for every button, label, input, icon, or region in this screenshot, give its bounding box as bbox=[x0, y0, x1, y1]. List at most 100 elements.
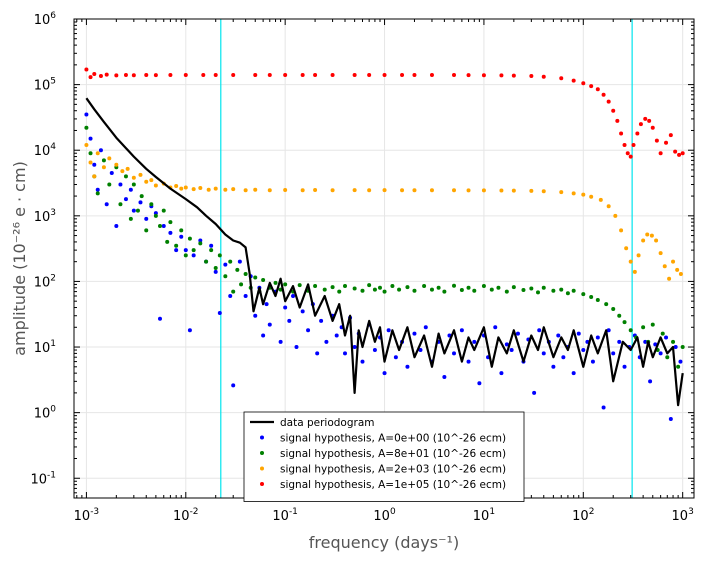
data-point bbox=[367, 73, 372, 78]
data-point bbox=[673, 149, 678, 154]
data-point bbox=[144, 73, 149, 78]
data-point bbox=[213, 269, 218, 274]
x-tick-label: 103 bbox=[672, 507, 694, 524]
data-point bbox=[617, 313, 622, 318]
data-point bbox=[595, 335, 600, 340]
data-point bbox=[429, 287, 434, 292]
data-point bbox=[168, 230, 173, 235]
data-point bbox=[664, 335, 669, 340]
data-point bbox=[174, 248, 179, 253]
legend-point-swatch bbox=[260, 482, 264, 486]
data-point bbox=[243, 293, 248, 298]
data-point bbox=[98, 74, 103, 79]
legend-entry-label: signal hypothesis, A=1e+05 (10^-26 ecm) bbox=[280, 479, 506, 491]
data-point bbox=[204, 259, 209, 264]
data-point bbox=[581, 192, 586, 197]
data-point bbox=[604, 302, 609, 307]
data-point bbox=[515, 331, 520, 336]
data-point bbox=[619, 228, 624, 233]
data-point bbox=[571, 191, 576, 196]
data-point bbox=[382, 188, 387, 193]
data-point bbox=[300, 73, 305, 78]
data-point bbox=[676, 364, 681, 369]
data-point bbox=[624, 246, 629, 251]
data-point bbox=[675, 267, 680, 272]
data-point bbox=[452, 351, 457, 356]
data-point bbox=[153, 183, 158, 188]
data-point bbox=[442, 289, 447, 294]
data-point bbox=[352, 286, 357, 291]
data-point bbox=[601, 92, 606, 97]
data-point bbox=[628, 154, 633, 159]
data-point bbox=[101, 165, 106, 170]
y-tick-label: 106 bbox=[34, 11, 57, 28]
series-layer bbox=[84, 67, 685, 422]
data-point bbox=[283, 187, 288, 192]
data-point bbox=[481, 73, 486, 78]
data-point bbox=[128, 187, 133, 192]
data-point bbox=[641, 238, 646, 243]
data-point bbox=[153, 73, 158, 78]
data-point bbox=[382, 289, 387, 294]
data-point bbox=[131, 208, 136, 213]
data-point bbox=[466, 73, 471, 78]
y-tick-label: 102 bbox=[34, 273, 56, 290]
data-point bbox=[452, 73, 457, 78]
legend-entry-label: signal hypothesis, A=0e+00 (10^-26 ecm) bbox=[280, 433, 506, 445]
series-1-points bbox=[84, 112, 683, 422]
data-point bbox=[677, 152, 682, 157]
data-point bbox=[668, 133, 673, 138]
data-point bbox=[412, 331, 417, 336]
data-point bbox=[386, 328, 391, 333]
legend-entry-label: signal hypothesis, A=2e+03 (10^-26 ecm) bbox=[280, 464, 506, 476]
data-point bbox=[267, 188, 272, 193]
data-point bbox=[330, 188, 335, 193]
data-point bbox=[537, 328, 542, 333]
data-point bbox=[237, 259, 242, 264]
data-point bbox=[179, 234, 184, 239]
data-point bbox=[466, 188, 471, 193]
data-point bbox=[123, 174, 128, 179]
data-point bbox=[576, 331, 581, 336]
data-point bbox=[223, 187, 228, 192]
data-point bbox=[559, 190, 564, 195]
data-point bbox=[671, 339, 676, 344]
data-point bbox=[481, 188, 486, 193]
data-point bbox=[153, 213, 158, 218]
data-point bbox=[128, 216, 133, 221]
data-point bbox=[658, 251, 663, 256]
data-point bbox=[654, 238, 659, 243]
data-point bbox=[114, 73, 119, 78]
data-point bbox=[561, 355, 566, 360]
data-point bbox=[149, 202, 154, 207]
data-point bbox=[459, 328, 464, 333]
data-point bbox=[231, 289, 236, 294]
data-point bbox=[352, 73, 357, 78]
data-point bbox=[118, 202, 123, 207]
data-point bbox=[187, 328, 192, 333]
data-point bbox=[168, 73, 173, 78]
data-point bbox=[645, 232, 650, 237]
data-point bbox=[324, 339, 329, 344]
data-point bbox=[551, 288, 556, 293]
data-point bbox=[104, 202, 109, 207]
data-point bbox=[472, 288, 477, 293]
x-tick-label: 10-3 bbox=[74, 507, 100, 524]
data-point bbox=[88, 151, 93, 156]
data-point bbox=[95, 151, 100, 156]
y-tick-label: 101 bbox=[34, 339, 56, 356]
data-point bbox=[412, 288, 417, 293]
data-point bbox=[541, 351, 546, 356]
data-point bbox=[267, 322, 272, 327]
y-tick-label: 100 bbox=[34, 405, 57, 422]
data-point bbox=[283, 282, 288, 287]
data-point bbox=[191, 253, 196, 258]
data-point bbox=[628, 259, 633, 264]
data-point bbox=[297, 283, 302, 288]
data-point bbox=[459, 288, 464, 293]
data-point bbox=[648, 379, 653, 384]
data-point bbox=[209, 243, 214, 248]
data-point bbox=[372, 287, 377, 292]
data-point bbox=[611, 351, 616, 356]
data-point bbox=[511, 285, 516, 290]
